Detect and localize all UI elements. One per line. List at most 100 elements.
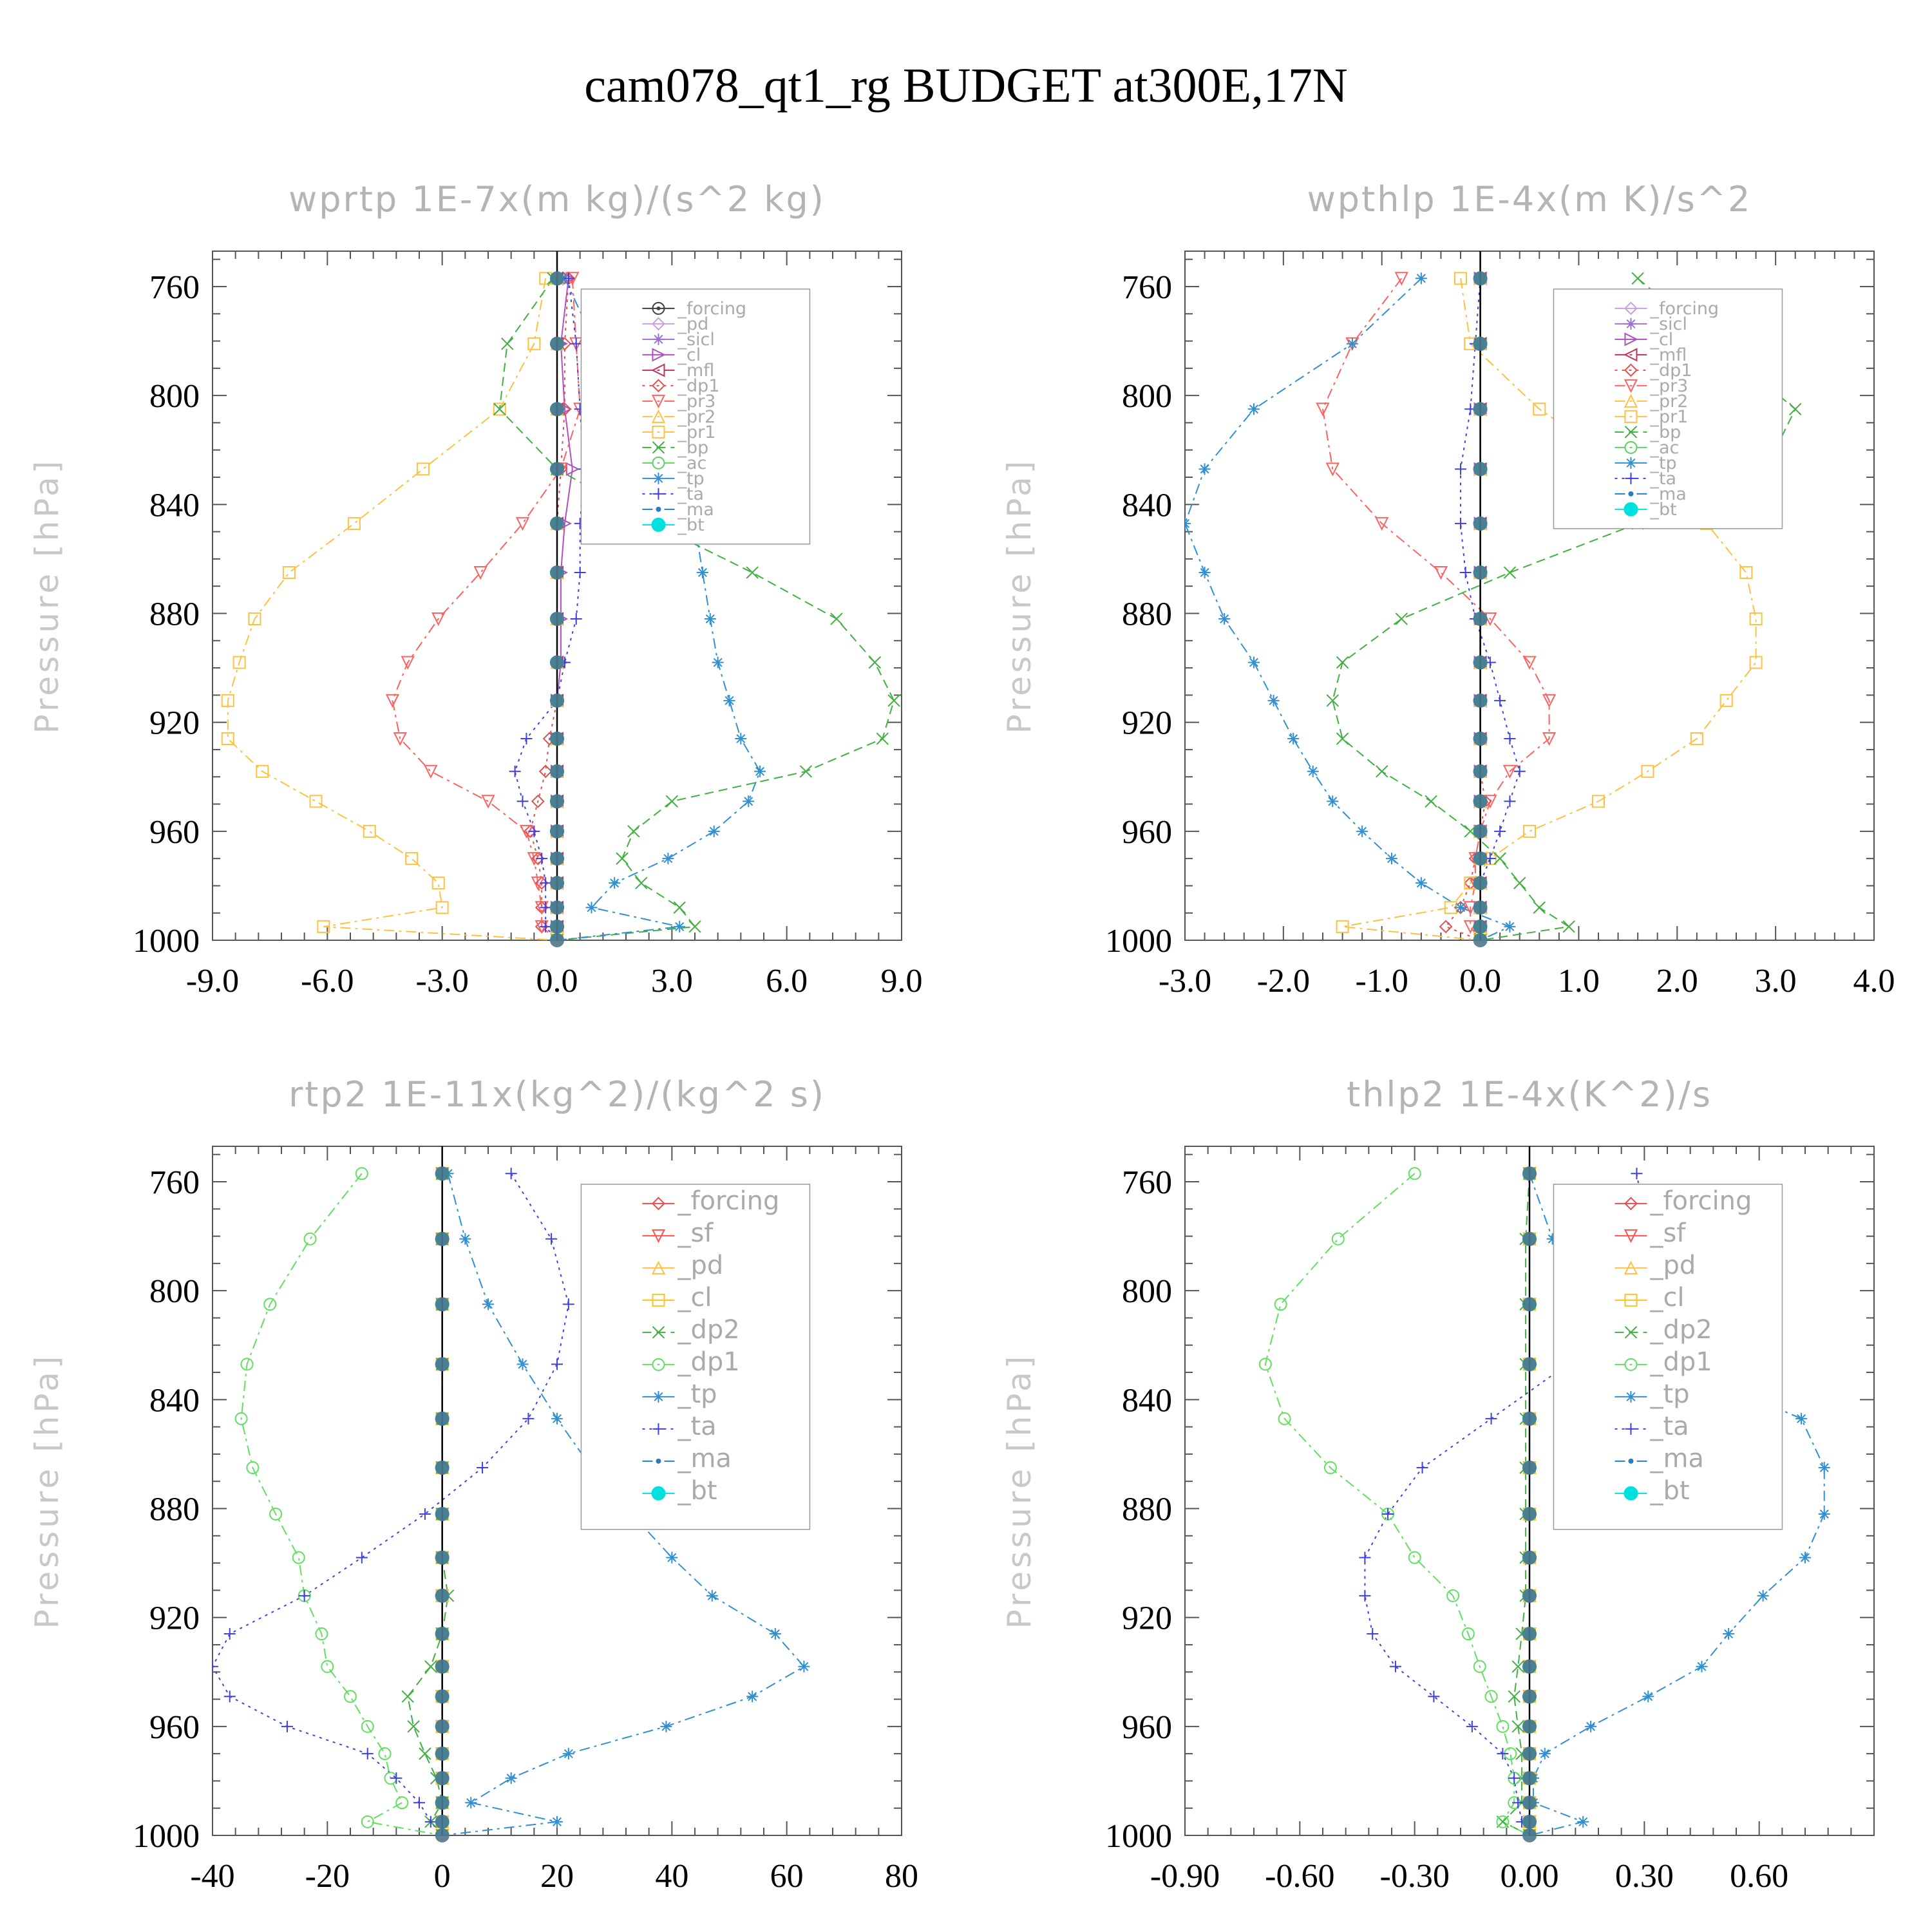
- data-point_tp: [696, 567, 708, 579]
- data-point_pr1: [347, 516, 361, 530]
- zero-level-marker: [1522, 1627, 1537, 1642]
- data-point_ta: [1416, 1462, 1428, 1474]
- legend-item: _sf: [642, 1218, 714, 1248]
- data-point_tp: [735, 733, 747, 745]
- data-point_bp: [1464, 825, 1477, 838]
- data-point_pr3: [431, 612, 446, 627]
- data-point_dp1: [1323, 1461, 1337, 1475]
- data-point_dp1: [246, 1461, 260, 1475]
- zero-level-marker: [1473, 919, 1488, 934]
- data-point_dp1: [1408, 1551, 1421, 1564]
- legend-marker: [1624, 301, 1638, 316]
- data-point_tp: [465, 1797, 477, 1809]
- legend-marker: [1628, 491, 1634, 497]
- x-tick-label: 0.0: [536, 963, 578, 999]
- data-point_pr1: [405, 852, 419, 866]
- legend-item: _cl: [642, 345, 701, 365]
- y-tick-label: 960: [149, 1709, 200, 1746]
- x-tick-label: 20: [540, 1858, 574, 1895]
- x-tick-label: -0.90: [1150, 1858, 1220, 1895]
- legend-label: _pr2: [677, 407, 715, 427]
- data-point_tp: [1248, 403, 1260, 415]
- zero-level-marker: [1473, 764, 1488, 779]
- data-point_tp: [1248, 656, 1260, 668]
- panel-title: wpthlp 1E-4x(m K)/s^2: [1307, 179, 1752, 220]
- zero-level-marker: [550, 271, 564, 286]
- x-tick-label: -6.0: [301, 963, 354, 999]
- data-point_bp: [799, 765, 813, 778]
- series-line_bp: [498, 278, 895, 940]
- data-point_dp1: [1408, 1167, 1421, 1180]
- zero-level-marker: [435, 1550, 450, 1565]
- data-point_pr3: [1394, 272, 1408, 286]
- data-point_ta: [413, 1797, 425, 1809]
- data-point_ta: [540, 920, 552, 933]
- data-point_dp1: [1461, 1627, 1475, 1641]
- zero-level-marker: [1522, 1588, 1537, 1603]
- y-tick-label: 880: [149, 1491, 200, 1528]
- series-line_tp: [442, 1173, 805, 1835]
- legend-marker: [652, 379, 665, 393]
- legend-label: _mfl: [1649, 345, 1687, 365]
- data-point_pr3: [1375, 516, 1389, 531]
- data-point_tp: [712, 656, 724, 668]
- legend-label: _ma: [1649, 484, 1686, 504]
- series-line_pr1: [227, 278, 558, 940]
- legend-label: _mfl: [677, 361, 714, 381]
- data-point_ta: [540, 877, 552, 889]
- y-tick-label: 760: [149, 269, 200, 306]
- y-tick-label: 880: [1122, 596, 1172, 632]
- data-point_ta: [1504, 733, 1516, 745]
- legend-label: _bp: [677, 438, 708, 458]
- legend-marker: [1624, 1293, 1638, 1307]
- zero-level-marker: [1473, 462, 1488, 477]
- zero-level-marker: [435, 1689, 450, 1704]
- x-tick-label: -3.0: [416, 963, 469, 999]
- plot-frame: [1184, 251, 1875, 941]
- legend-item: _mfl: [642, 361, 714, 381]
- legend-label: _ta: [677, 484, 704, 504]
- legend-item: _dp1: [642, 1347, 740, 1377]
- legend-box: [580, 289, 811, 545]
- legend-box: [1553, 289, 1783, 529]
- series-line_ta: [1460, 278, 1520, 940]
- data-point_dp1: [1496, 1719, 1510, 1733]
- zero-level-marker: [550, 402, 564, 417]
- zero-level-marker: [1473, 876, 1488, 891]
- y-tick-label: 800: [1122, 378, 1172, 415]
- legend-marker: [651, 1229, 666, 1244]
- legend-label: _cl: [1649, 330, 1673, 350]
- legend-item: _bt: [642, 515, 705, 535]
- series-line_dp2: [1501, 1173, 1530, 1835]
- data-point_tp: [1696, 1660, 1708, 1672]
- data-point_tp: [706, 1589, 718, 1602]
- legend-label: _dp1: [1649, 361, 1692, 381]
- legend-label: _cl: [1649, 1283, 1684, 1312]
- data-point_dp2: [1508, 1690, 1520, 1703]
- legend-label: _ma: [677, 500, 714, 520]
- data-point_pr1: [1719, 694, 1733, 707]
- data-point_pr1: [317, 920, 330, 933]
- data-point_bp: [635, 876, 648, 889]
- zero-level-marker: [1473, 794, 1488, 809]
- legend-label: _bt: [677, 1476, 717, 1506]
- legend: _forcing_sicl_cl_mfl_dp1_pr3_pr2_pr1_bp_…: [1553, 289, 1783, 529]
- data-point_ta: [1459, 567, 1472, 579]
- data-point_dp1: [361, 1719, 374, 1733]
- zero-level-marker: [550, 933, 564, 947]
- data-point_bp: [616, 852, 629, 865]
- data-point_bp: [665, 795, 679, 808]
- zero-level-marker: [1473, 655, 1488, 670]
- legend-marker: [1625, 1423, 1637, 1435]
- legend-label: _dp2: [1649, 1315, 1712, 1345]
- data-point_ta: [509, 765, 521, 777]
- data-point_tp: [516, 1358, 529, 1370]
- legend-item: _bp: [642, 438, 708, 458]
- legend-marker: [1628, 1458, 1634, 1464]
- legend-label: _sicl: [677, 330, 714, 350]
- data-point_pr3: [1316, 402, 1330, 417]
- data-point_tp: [585, 902, 598, 914]
- x-tick-label: 4.0: [1853, 963, 1895, 999]
- y-tick-label: 880: [1122, 1491, 1172, 1528]
- legend-marker: [652, 1423, 665, 1435]
